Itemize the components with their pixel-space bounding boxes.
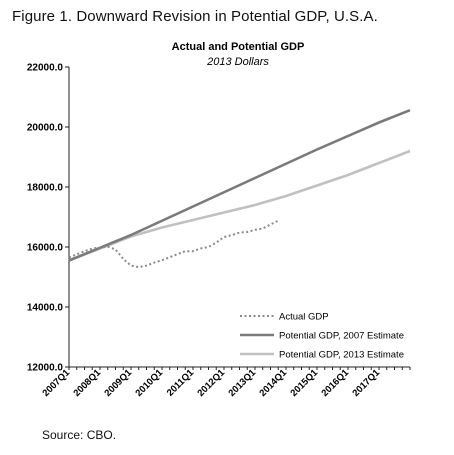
x-tick-label: 2012Q1: [195, 367, 227, 399]
x-tick-label: 2017Q1: [350, 367, 382, 399]
y-tick-label: 22000.0: [27, 63, 64, 74]
source-note: Source: CBO.: [42, 428, 117, 442]
legend-label-0: Actual GDP: [279, 312, 329, 323]
series-layer: [68, 108, 411, 269]
y-tick-label: 18000.0: [27, 183, 64, 194]
x-tick-label: 2008Q1: [71, 367, 103, 399]
chart-title: Actual and Potential GDP: [172, 41, 305, 53]
chart-subtitle: 2013 Dollars: [206, 56, 269, 68]
legend-label-1: Potential GDP, 2007 Estimate: [279, 331, 404, 342]
x-tick-label: 2009Q1: [102, 367, 134, 399]
legend-label-2: Potential GDP, 2013 Estimate: [279, 350, 404, 361]
series-line-2: [68, 149, 411, 262]
x-tick-label: 2014Q1: [257, 367, 289, 399]
x-tick-label: 2013Q1: [226, 367, 258, 399]
x-tick-label: 2016Q1: [319, 367, 351, 399]
x-tick-label: 2015Q1: [288, 367, 320, 399]
figure-title: Figure 1. Downward Revision in Potential…: [12, 8, 378, 25]
y-tick-label: 12000.0: [27, 363, 64, 374]
y-tick-label: 20000.0: [27, 123, 64, 134]
legend: Actual GDP Potential GDP, 2007 Estimate Po…: [240, 312, 404, 361]
y-tick-label: 14000.0: [27, 303, 64, 314]
series-line-1: [68, 108, 411, 262]
x-tick-label: 2011Q1: [165, 367, 197, 399]
series-line-0: [68, 219, 279, 269]
x-tick-label: 2010Q1: [133, 367, 165, 399]
y-tick-label: 16000.0: [27, 243, 64, 254]
